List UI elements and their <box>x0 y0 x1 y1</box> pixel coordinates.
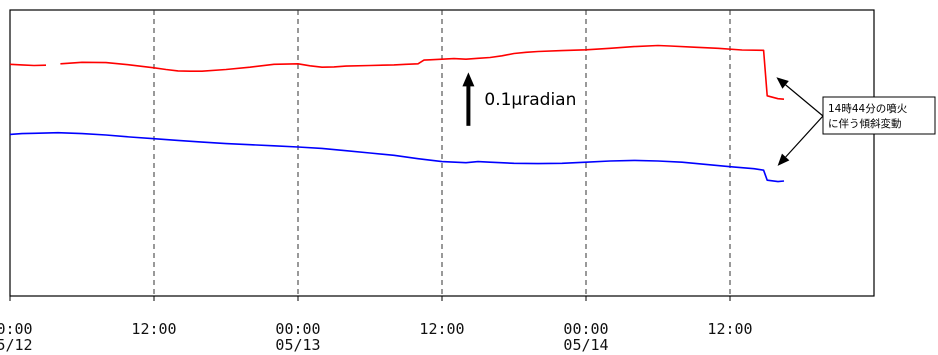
x-axis-tick-labels: 00:0005/1212:0000:0005/1312:0000:0005/14… <box>0 296 753 354</box>
grid-lines <box>153 10 731 296</box>
eruption-annotation: 14時44分の噴火 に伴う傾斜変動 <box>776 77 936 166</box>
annotation-box <box>822 96 936 135</box>
scale-label: 0.1μradian <box>484 90 576 110</box>
scale-indicator: 0.1μradian <box>462 72 576 126</box>
annotation-text-line-2: に伴う傾斜変動 <box>828 117 902 130</box>
x-tick-time-0: 00:00 <box>0 320 33 338</box>
x-tick-date-0: 05/12 <box>0 336 33 354</box>
x-tick-time-1: 12:00 <box>131 320 176 338</box>
annotation-arrowhead-0 <box>776 77 789 89</box>
series-0-line-segment-1 <box>60 44 785 100</box>
x-tick-time-2: 00:00 <box>275 320 320 338</box>
scale-arrow-head <box>462 72 475 87</box>
series-lines <box>9 44 785 183</box>
annotation-arrow-0 <box>785 84 824 117</box>
annotation-text-line-1: 14時44分の噴火 <box>828 103 908 115</box>
annotation-arrow-1 <box>785 115 824 158</box>
series-1-line-segment-0 <box>9 131 785 183</box>
x-tick-time-5: 12:00 <box>707 320 752 338</box>
x-tick-date-2: 05/13 <box>275 336 320 354</box>
x-tick-time-4: 00:00 <box>563 320 608 338</box>
x-tick-date-4: 05/14 <box>563 336 608 354</box>
annotation-arrowhead-1 <box>777 153 790 166</box>
series-0-line-segment-0 <box>9 63 47 67</box>
x-tick-time-3: 12:00 <box>419 320 464 338</box>
